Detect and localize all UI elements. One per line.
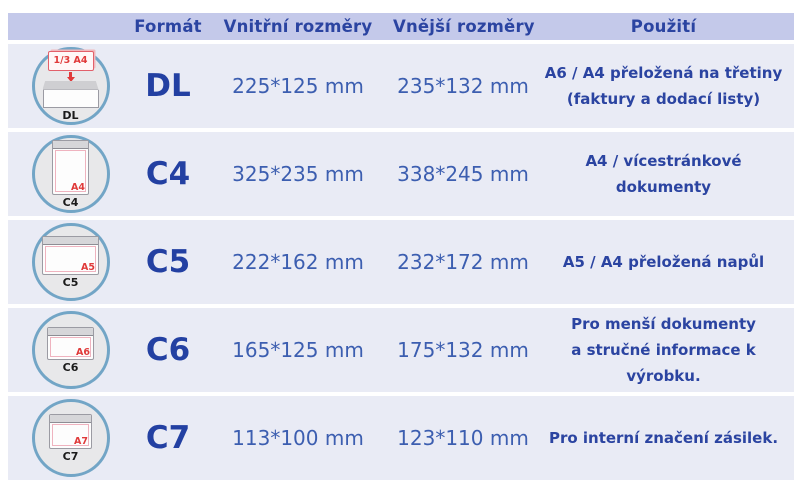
table-row-c5: A5 C5 C5 222*162 mm 232*172 mm A5 / A4 p… xyxy=(8,220,794,304)
usage-line-2: dokumenty xyxy=(615,178,712,196)
usage-description: A4 / vícestránkové dokumenty xyxy=(533,148,794,200)
format-value: C6 xyxy=(145,332,191,368)
usage-description: A5 / A4 přeložená napůl xyxy=(533,249,794,275)
format-value: C4 xyxy=(145,156,191,192)
table-header-row: Formát Vnitřní rozměry Vnější rozměry Po… xyxy=(8,13,794,40)
paper-size-label: A7 xyxy=(74,435,88,447)
envelope-graphic xyxy=(42,80,99,108)
envelope-format-table: Formát Vnitřní rozměry Vnější rozměry Po… xyxy=(8,13,794,480)
envelope-c5-icon: A5 C5 xyxy=(31,223,110,301)
usage-description: Pro menší dokumenty a stručné informace … xyxy=(533,311,794,389)
envelope-graphic: A6 xyxy=(47,326,94,360)
envelope-c7-icon: A7 C7 xyxy=(31,399,110,477)
envelope-flap xyxy=(48,327,93,336)
table-row-dl: 1/3 A4 DL DL 225*125 mm 235*132 mm A6 / … xyxy=(8,44,794,128)
usage-line-1: A5 / A4 přeložená napůl xyxy=(562,253,765,271)
icon-cell-c7: A7 C7 xyxy=(8,399,133,477)
envelope-format-label: DL xyxy=(62,108,79,122)
outer-dimensions-value: 232*172 mm xyxy=(397,250,529,274)
envelope-c6-icon: A6 C6 xyxy=(31,311,110,389)
icon-cell-c4: A4 C4 xyxy=(8,135,133,213)
format-value: C5 xyxy=(145,244,191,280)
envelope-graphic: A5 xyxy=(42,235,99,275)
down-arrow-icon xyxy=(66,71,75,82)
paper-size-label: A6 xyxy=(76,346,90,358)
usage-line-2: a stručné informace k výrobku. xyxy=(571,341,756,385)
format-value: C7 xyxy=(145,420,191,456)
usage-description: Pro interní značení zásilek. xyxy=(533,425,794,451)
outer-dimensions-value: 338*245 mm xyxy=(397,162,529,186)
outer-dimensions-value: 123*110 mm xyxy=(397,426,529,450)
usage-line-1: A6 / A4 přeložená na třetiny xyxy=(544,64,783,82)
header-outer-dimensions: Vnější rozměry xyxy=(393,17,535,36)
envelope-inner-outline xyxy=(45,245,96,272)
icon-cell-c5: A5 C5 xyxy=(8,223,133,301)
inner-dimensions-value: 222*162 mm xyxy=(232,250,364,274)
inner-dimensions-value: 113*100 mm xyxy=(232,426,364,450)
envelope-format-label: C6 xyxy=(62,360,79,374)
paper-size-label: A5 xyxy=(81,261,95,273)
envelope-body xyxy=(42,89,99,108)
paper-size-label: 1/3 A4 xyxy=(53,55,88,66)
envelope-dl-icon: 1/3 A4 DL xyxy=(31,47,110,125)
icon-cell-dl: 1/3 A4 DL xyxy=(8,47,133,125)
table-row-c4: A4 C4 C4 325*235 mm 338*245 mm A4 / více… xyxy=(8,132,794,216)
folded-paper-graphic: 1/3 A4 xyxy=(47,50,94,71)
outer-dimensions-value: 235*132 mm xyxy=(397,74,529,98)
outer-dimensions-value: 175*132 mm xyxy=(397,338,529,362)
inner-dimensions-value: 325*235 mm xyxy=(232,162,364,186)
inner-dimensions-value: 225*125 mm xyxy=(232,74,364,98)
table-row-c6: A6 C6 C6 165*125 mm 175*132 mm Pro menší… xyxy=(8,308,794,392)
icon-cell-c6: A6 C6 xyxy=(8,311,133,389)
envelope-inner-outline xyxy=(55,149,86,192)
inner-dimensions-value: 165*125 mm xyxy=(232,338,364,362)
format-value: DL xyxy=(145,68,191,104)
usage-line-1: A4 / vícestránkové xyxy=(585,152,742,170)
envelope-format-label: C4 xyxy=(62,195,79,209)
usage-line-1: Pro menší dokumenty xyxy=(571,315,756,333)
usage-line-2: (faktury a dodací listy) xyxy=(566,90,761,108)
envelope-flap xyxy=(50,414,91,423)
envelope-inner-outline xyxy=(50,336,91,357)
usage-line-1: Pro interní značení zásilek. xyxy=(548,429,779,447)
envelope-graphic: A7 xyxy=(49,413,92,449)
envelope-c4-icon: A4 C4 xyxy=(31,135,110,213)
header-inner-dimensions: Vnitřní rozměry xyxy=(223,17,373,36)
header-format: Formát xyxy=(134,17,202,36)
envelope-format-label: C7 xyxy=(62,449,79,463)
table-row-c7: A7 C7 C7 113*100 mm 123*110 mm Pro inter… xyxy=(8,396,794,480)
envelope-flap xyxy=(43,236,98,245)
envelope-inner-outline xyxy=(52,423,89,446)
envelope-flap xyxy=(42,80,99,90)
envelope-graphic: A4 xyxy=(52,139,89,195)
header-usage: Použití xyxy=(630,17,697,36)
paper-size-label: A4 xyxy=(71,181,85,193)
usage-description: A6 / A4 přeložená na třetiny (faktury a … xyxy=(533,60,794,112)
envelope-format-label: C5 xyxy=(62,275,79,289)
envelope-flap xyxy=(53,140,88,149)
